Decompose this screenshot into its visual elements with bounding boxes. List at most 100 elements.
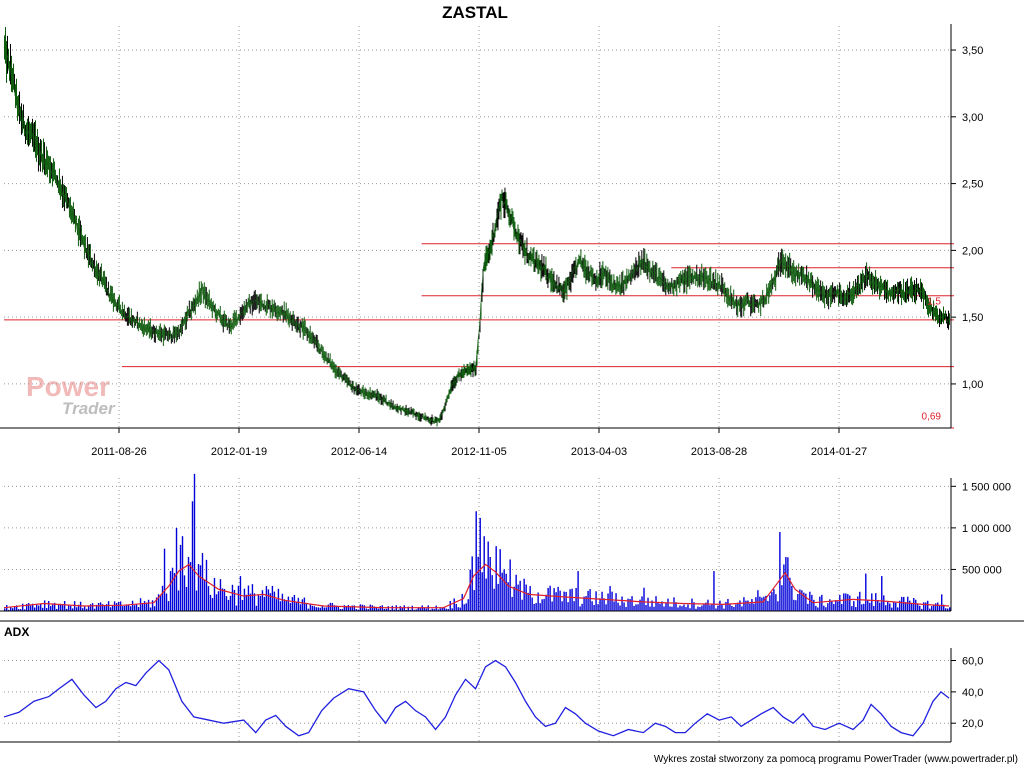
volume-bar bbox=[579, 606, 581, 611]
volume-bar bbox=[769, 595, 771, 611]
volume-bar bbox=[61, 604, 64, 611]
volume-bar bbox=[771, 592, 773, 611]
volume-bar bbox=[29, 605, 32, 611]
volume-bar bbox=[81, 608, 84, 611]
volume-bar bbox=[57, 603, 60, 611]
volume-bar bbox=[453, 598, 455, 611]
volume-bar bbox=[639, 599, 641, 611]
volume-bar bbox=[719, 600, 721, 611]
volume-bar bbox=[199, 565, 202, 611]
volume-bar bbox=[929, 608, 931, 611]
volume-bar bbox=[753, 603, 755, 611]
volume-bar bbox=[547, 587, 549, 611]
volume-bar bbox=[323, 607, 326, 611]
volume-bar bbox=[99, 602, 102, 611]
volume-bar bbox=[915, 599, 917, 611]
volume-bar bbox=[457, 607, 459, 611]
volume-bar bbox=[419, 608, 421, 611]
volume-bar bbox=[65, 608, 68, 611]
volume-bar bbox=[365, 608, 368, 611]
adx-y-tick-label-1: 40,0 bbox=[962, 687, 983, 699]
volume-bar bbox=[203, 579, 206, 611]
volume-bar bbox=[637, 604, 639, 611]
volume-bar bbox=[567, 602, 569, 611]
volume-bar bbox=[45, 608, 48, 611]
price-y-axis-ticks: 3,50 3,00 2,50 2,00 1,50 1,00 bbox=[951, 45, 983, 391]
volume-bar bbox=[607, 593, 609, 611]
volume-bar bbox=[169, 571, 172, 611]
volume-bar bbox=[185, 586, 188, 611]
volume-bar bbox=[655, 596, 657, 611]
volume-bar bbox=[175, 527, 178, 611]
volume-bar bbox=[493, 588, 495, 611]
volume-bar bbox=[125, 604, 128, 611]
volume-bar bbox=[759, 596, 761, 611]
volume-bar bbox=[231, 584, 234, 611]
volume-bar bbox=[285, 600, 288, 611]
volume-bar bbox=[367, 609, 370, 611]
volume-bar bbox=[131, 600, 134, 611]
volume-bar bbox=[43, 600, 46, 611]
volume-bar bbox=[835, 600, 837, 611]
volume-bar bbox=[667, 598, 669, 611]
volume-bar bbox=[623, 602, 625, 611]
x-tick-label-5: 2013-08-28 bbox=[691, 446, 747, 458]
volume-bar bbox=[177, 590, 180, 611]
volume-bar bbox=[813, 599, 815, 611]
volume-bar bbox=[625, 606, 627, 611]
volume-bar bbox=[351, 605, 354, 611]
volume-bar bbox=[901, 596, 903, 611]
volume-bar bbox=[357, 609, 360, 611]
volume-bar bbox=[905, 602, 907, 611]
adx-y-tick-label-0: 60,0 bbox=[962, 656, 983, 668]
volume-bar bbox=[89, 604, 92, 611]
volume-bar bbox=[777, 601, 779, 611]
volume-bar bbox=[25, 604, 28, 611]
volume-bar bbox=[383, 608, 385, 611]
volume-bar bbox=[319, 607, 322, 611]
volume-bar bbox=[5, 605, 8, 611]
volume-bar bbox=[821, 594, 823, 611]
volume-bar bbox=[657, 602, 659, 611]
volume-bar bbox=[451, 608, 453, 611]
volume-bar bbox=[379, 606, 382, 611]
volume-bar bbox=[53, 602, 56, 611]
volume-bar bbox=[645, 605, 647, 611]
volume-bar bbox=[193, 473, 196, 611]
volume-bar bbox=[283, 599, 286, 611]
volume-bar bbox=[469, 569, 471, 611]
volume-bar bbox=[819, 596, 821, 611]
volume-y-axis-ticks: 1 500 000 1 000 000 500 000 bbox=[951, 481, 1011, 576]
volume-bar bbox=[629, 599, 631, 611]
volume-bar bbox=[21, 603, 24, 611]
volume-bar bbox=[593, 604, 595, 611]
volume-bar bbox=[863, 603, 865, 611]
volume-bar bbox=[93, 608, 96, 611]
volume-bar bbox=[587, 590, 589, 611]
volume-bar bbox=[741, 606, 743, 611]
volume-bar bbox=[709, 605, 711, 611]
volume-bar bbox=[685, 607, 687, 611]
volume-bar bbox=[289, 603, 292, 611]
volume-bar bbox=[489, 556, 491, 611]
volume-bar bbox=[15, 605, 18, 611]
volume-bar bbox=[743, 597, 745, 611]
volume-bar bbox=[877, 599, 879, 611]
volume-bar bbox=[77, 604, 80, 611]
volume-bar bbox=[115, 603, 118, 611]
volume-bar bbox=[119, 601, 122, 611]
volume-bar bbox=[539, 603, 541, 611]
volume-bar bbox=[201, 553, 204, 611]
volume-bar bbox=[711, 603, 713, 611]
volume-bar bbox=[335, 605, 338, 611]
volume-bar bbox=[4, 608, 6, 611]
volume-bar bbox=[847, 594, 849, 611]
volume-bar bbox=[481, 572, 483, 611]
volume-bar bbox=[783, 564, 785, 611]
volume-bar bbox=[287, 596, 290, 611]
volume-bar bbox=[775, 594, 777, 611]
price-y-tick-label-0: 3,50 bbox=[962, 45, 983, 57]
volume-bar bbox=[325, 607, 328, 611]
adx-panel-title: ADX bbox=[4, 625, 29, 639]
volume-bar bbox=[33, 607, 36, 611]
